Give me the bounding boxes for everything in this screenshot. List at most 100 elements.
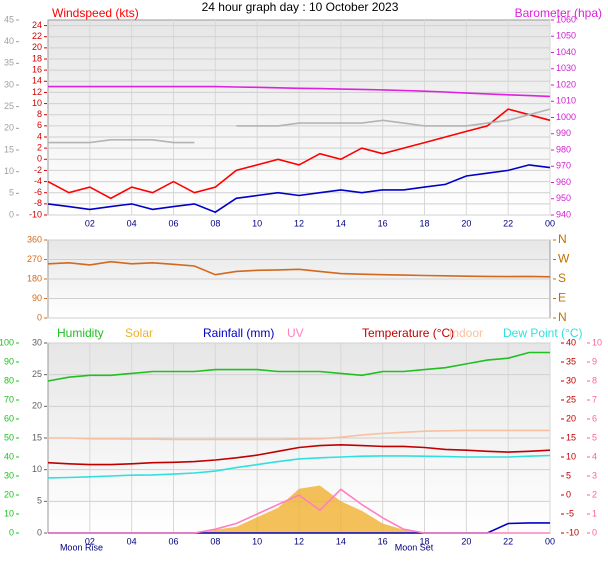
y-tick-label: 20 <box>4 489 14 499</box>
x-tick-label: 14 <box>336 218 346 228</box>
y-tick-label: -10 <box>29 209 42 219</box>
y-tick-label: 940 <box>556 209 571 219</box>
y-tick-label: 980 <box>556 144 571 154</box>
y-tick-label: 8 <box>37 109 42 119</box>
y-tick-label: 30 <box>566 375 576 385</box>
y-tick-label: 0 <box>37 154 42 164</box>
x-tick-label: 08 <box>210 218 220 228</box>
y-tick-label: 1010 <box>556 96 576 106</box>
y-tick-label: 18 <box>32 53 42 63</box>
y-tick-label: 0 <box>592 527 597 537</box>
y-tick-label: 45 <box>4 14 14 24</box>
x-tick-label: 20 <box>461 536 471 546</box>
y-tick-label: 50 <box>4 432 14 442</box>
y-tick-label: 90 <box>32 293 42 303</box>
y-tick-label: 10 <box>592 337 602 347</box>
legend-label: Solar <box>125 326 153 340</box>
y-tick-label: 24 <box>32 20 42 30</box>
y-tick-label: 5 <box>592 432 597 442</box>
x-tick-label: 04 <box>127 536 137 546</box>
legend-label: Indoor <box>449 326 483 340</box>
y-tick-label: 8 <box>592 375 597 385</box>
x-tick-label: 10 <box>252 218 262 228</box>
x-tick-label: 12 <box>294 536 304 546</box>
y-tick-label: 1 <box>592 508 597 518</box>
y-tick-label: S <box>558 271 566 285</box>
y-tick-label: 100 <box>0 337 14 347</box>
x-tick-label: 02 <box>85 218 95 228</box>
x-tick-label: 14 <box>336 536 346 546</box>
y-tick-label: 5 <box>9 188 14 198</box>
y-tick-label: N <box>558 232 567 246</box>
y-tick-label: W <box>558 252 570 266</box>
y-tick-label: 2 <box>37 143 42 153</box>
x-tick-label: 00 <box>545 536 555 546</box>
y-tick-label: 180 <box>27 273 42 283</box>
y-tick-label: 1020 <box>556 79 576 89</box>
y-tick-label: 12 <box>32 87 42 97</box>
annotation: Moon Rise <box>60 542 103 552</box>
x-tick-label: 18 <box>419 536 429 546</box>
x-tick-label: 18 <box>419 218 429 228</box>
area <box>48 485 550 533</box>
x-tick-label: 04 <box>127 218 137 228</box>
y-tick-label: 16 <box>32 65 42 75</box>
y-tick-label: 10 <box>32 98 42 108</box>
y-tick-label: 5 <box>37 496 42 506</box>
y-tick-label: 7 <box>592 394 597 404</box>
x-tick-label: 16 <box>378 536 388 546</box>
y-tick-label: 970 <box>556 161 571 171</box>
x-tick-label: 22 <box>503 536 513 546</box>
y-tick-label: 9 <box>592 356 597 366</box>
line <box>47 351 550 382</box>
y-tick-label: N <box>558 310 567 324</box>
x-tick-label: 16 <box>378 218 388 228</box>
line <box>47 454 551 479</box>
y-tick-label: 25 <box>32 369 42 379</box>
y-tick-label: 960 <box>556 177 571 187</box>
legend-label: Temperature (°C) <box>362 326 454 340</box>
y-tick-label: 4 <box>37 131 42 141</box>
y-tick-label: 1030 <box>556 63 576 73</box>
y-tick-label: 2 <box>592 489 597 499</box>
line <box>47 164 551 214</box>
x-tick-label: 12 <box>294 218 304 228</box>
y-tick-label: 35 <box>4 58 14 68</box>
y-tick-label: 15 <box>32 432 42 442</box>
chart-title: 24 hour graph day : 10 October 2023 <box>202 0 399 14</box>
y-tick-label: 35 <box>566 356 576 366</box>
annotation: Moon Set <box>395 542 434 552</box>
legend-label: Windspeed (kts) <box>52 6 139 20</box>
y-tick-label: 40 <box>4 451 14 461</box>
y-tick-label: -10 <box>566 527 579 537</box>
y-tick-label: 10 <box>4 508 14 518</box>
y-tick-label: 1040 <box>556 47 576 57</box>
line <box>47 108 551 200</box>
y-tick-label: 15 <box>566 432 576 442</box>
y-tick-label: 15 <box>4 144 14 154</box>
x-tick-label: 00 <box>545 218 555 228</box>
line <box>47 443 551 466</box>
y-tick-label: 0 <box>566 489 571 499</box>
y-tick-label: 60 <box>4 413 14 423</box>
y-tick-label: 1060 <box>556 14 576 24</box>
x-tick-label: 10 <box>252 536 262 546</box>
legend-label: Rainfall (mm) <box>203 326 274 340</box>
y-tick-label: 950 <box>556 193 571 203</box>
y-tick-label: 14 <box>32 76 42 86</box>
y-tick-label: 70 <box>4 394 14 404</box>
x-tick-label: 06 <box>168 536 178 546</box>
y-tick-label: 4 <box>592 451 597 461</box>
y-tick-label: 80 <box>4 375 14 385</box>
y-tick-label: 40 <box>4 36 14 46</box>
y-tick-label: 5 <box>566 470 571 480</box>
y-tick-label: 6 <box>592 413 597 423</box>
line <box>48 85 551 98</box>
y-tick-label: 0 <box>37 527 42 537</box>
y-tick-label: 25 <box>566 394 576 404</box>
y-tick-label: 30 <box>4 470 14 480</box>
y-tick-label: 1000 <box>556 112 576 122</box>
y-tick-label: 10 <box>4 166 14 176</box>
legend-label: Barometer (hpa) <box>515 6 602 20</box>
